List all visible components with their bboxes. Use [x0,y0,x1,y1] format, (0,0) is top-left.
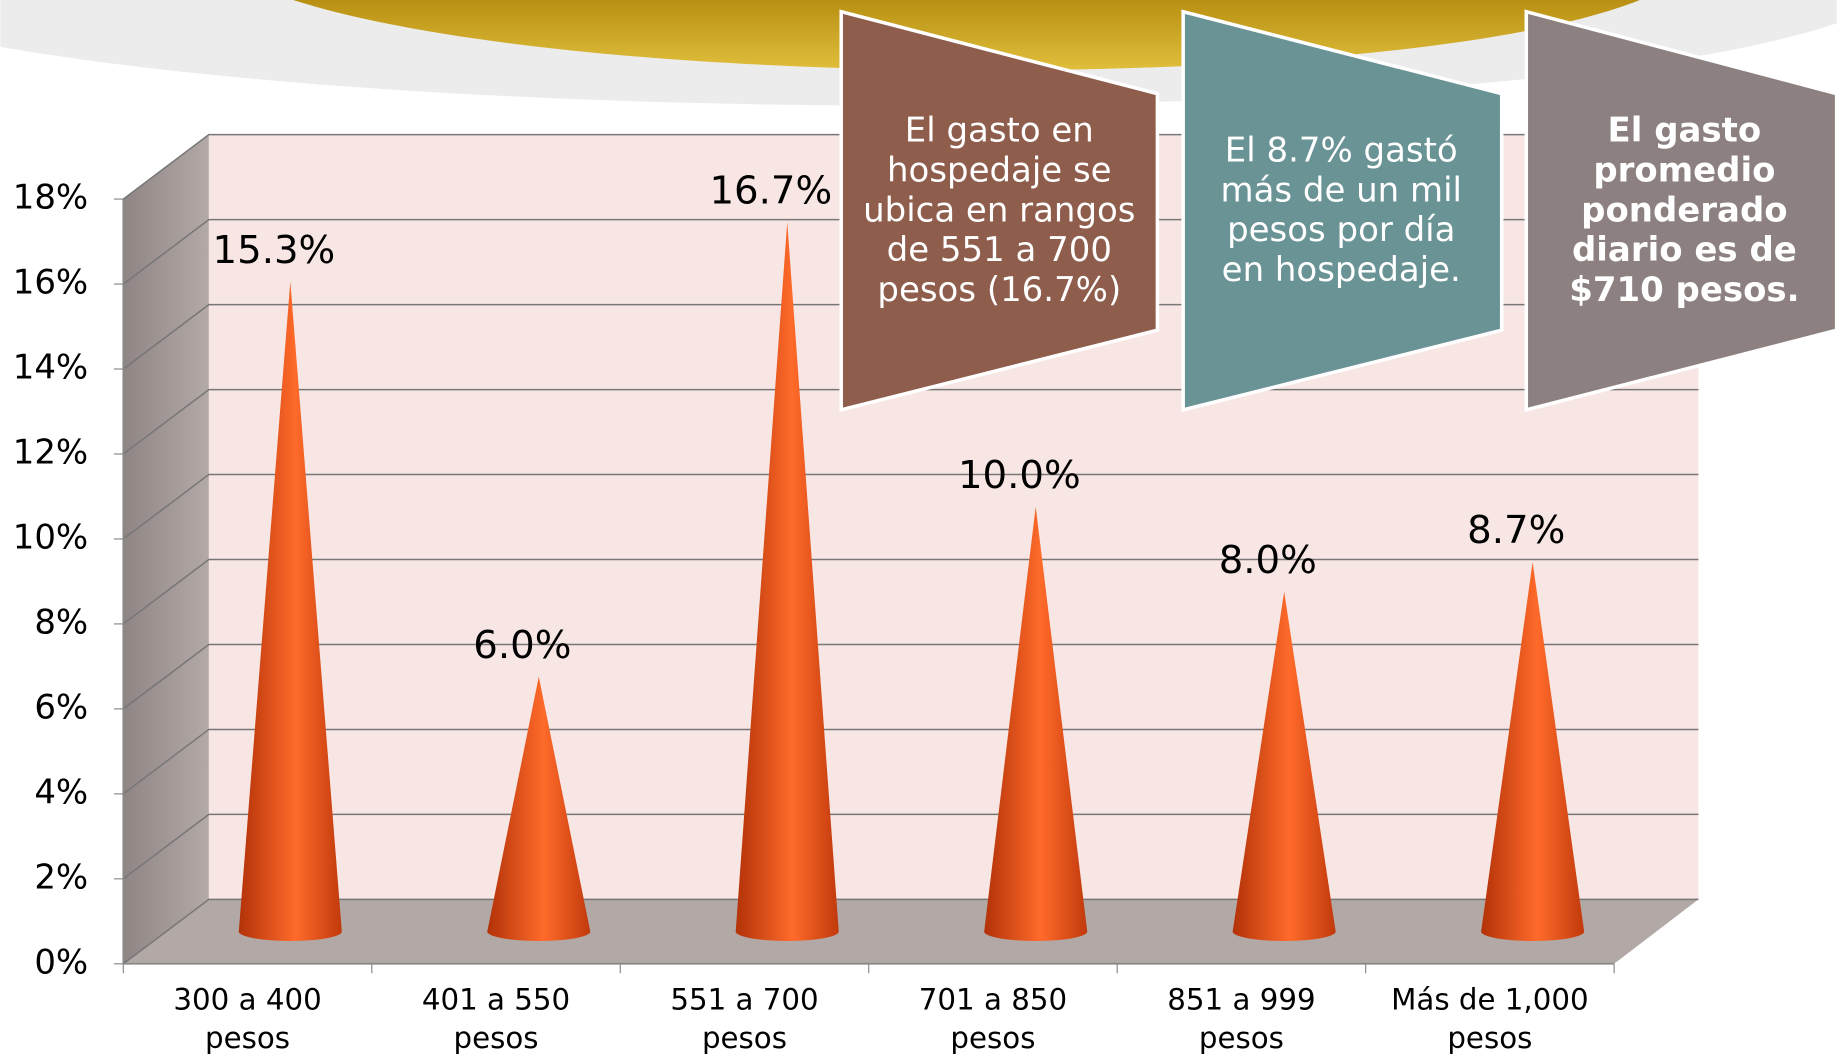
floor [123,899,1698,963]
value-label: 6.0% [473,623,571,668]
y-tick-label: 0% [34,942,88,982]
callout-text-box: El gasto promedio ponderado diario es de… [1550,70,1819,351]
value-label: 15.3% [213,228,336,273]
y-tick-label: 12% [13,432,88,472]
x-tick-label-box: 401 a 550 pesos [379,981,613,1061]
callout-text-box: El gasto en hospedaje se ubica en rangos… [859,70,1140,351]
callout-text-box: El 8.7% gastó más de un mil pesos por dí… [1201,70,1482,351]
value-label: 8.7% [1467,508,1565,553]
y-tick-label: 6% [34,687,88,727]
y-tick-label: 8% [34,602,88,642]
callout-text: El gasto en hospedaje se ubica en rangos… [859,70,1140,351]
x-tick-label-box: 851 a 999 pesos [1124,981,1358,1061]
callout-text: El 8.7% gastó más de un mil pesos por dí… [1201,70,1482,351]
y-tick-label: 16% [13,263,88,303]
x-tick-label-box: Más de 1,000 pesos [1373,981,1607,1061]
y-tick-label: 2% [34,857,88,897]
value-label: 10.0% [958,453,1081,498]
y-tick-label: 18% [13,178,88,218]
y-tick-label: 4% [34,772,88,812]
value-label: 8.0% [1219,538,1317,583]
x-tick-label-box: 300 a 400 pesos [130,981,364,1061]
y-tick-label: 10% [13,517,88,557]
x-tick-label: Más de 1,000 pesos [1373,981,1607,1057]
y-tick-label: 14% [13,348,88,388]
x-tick-label: 300 a 400 pesos [130,981,364,1057]
callout-text: El gasto promedio ponderado diario es de… [1550,70,1819,351]
x-tick-label: 701 a 850 pesos [876,981,1110,1057]
x-tick-label: 851 a 999 pesos [1124,981,1358,1057]
chart: 0% 2% 4% 6% 8% 10% 12% 14% 16% 18% 15.3% 300 a 400 … [0,0,1837,1061]
x-tick-label-box: 551 a 700 pesos [627,981,861,1061]
x-tick-label: 401 a 550 pesos [379,981,613,1057]
value-label: 16.7% [709,168,832,213]
x-tick-label-box: 701 a 850 pesos [876,981,1110,1061]
page: {"chart_data": {"type": "cone", "categor… [0,0,1837,1061]
side-wall [123,135,208,964]
x-tick-label: 551 a 700 pesos [627,981,861,1057]
